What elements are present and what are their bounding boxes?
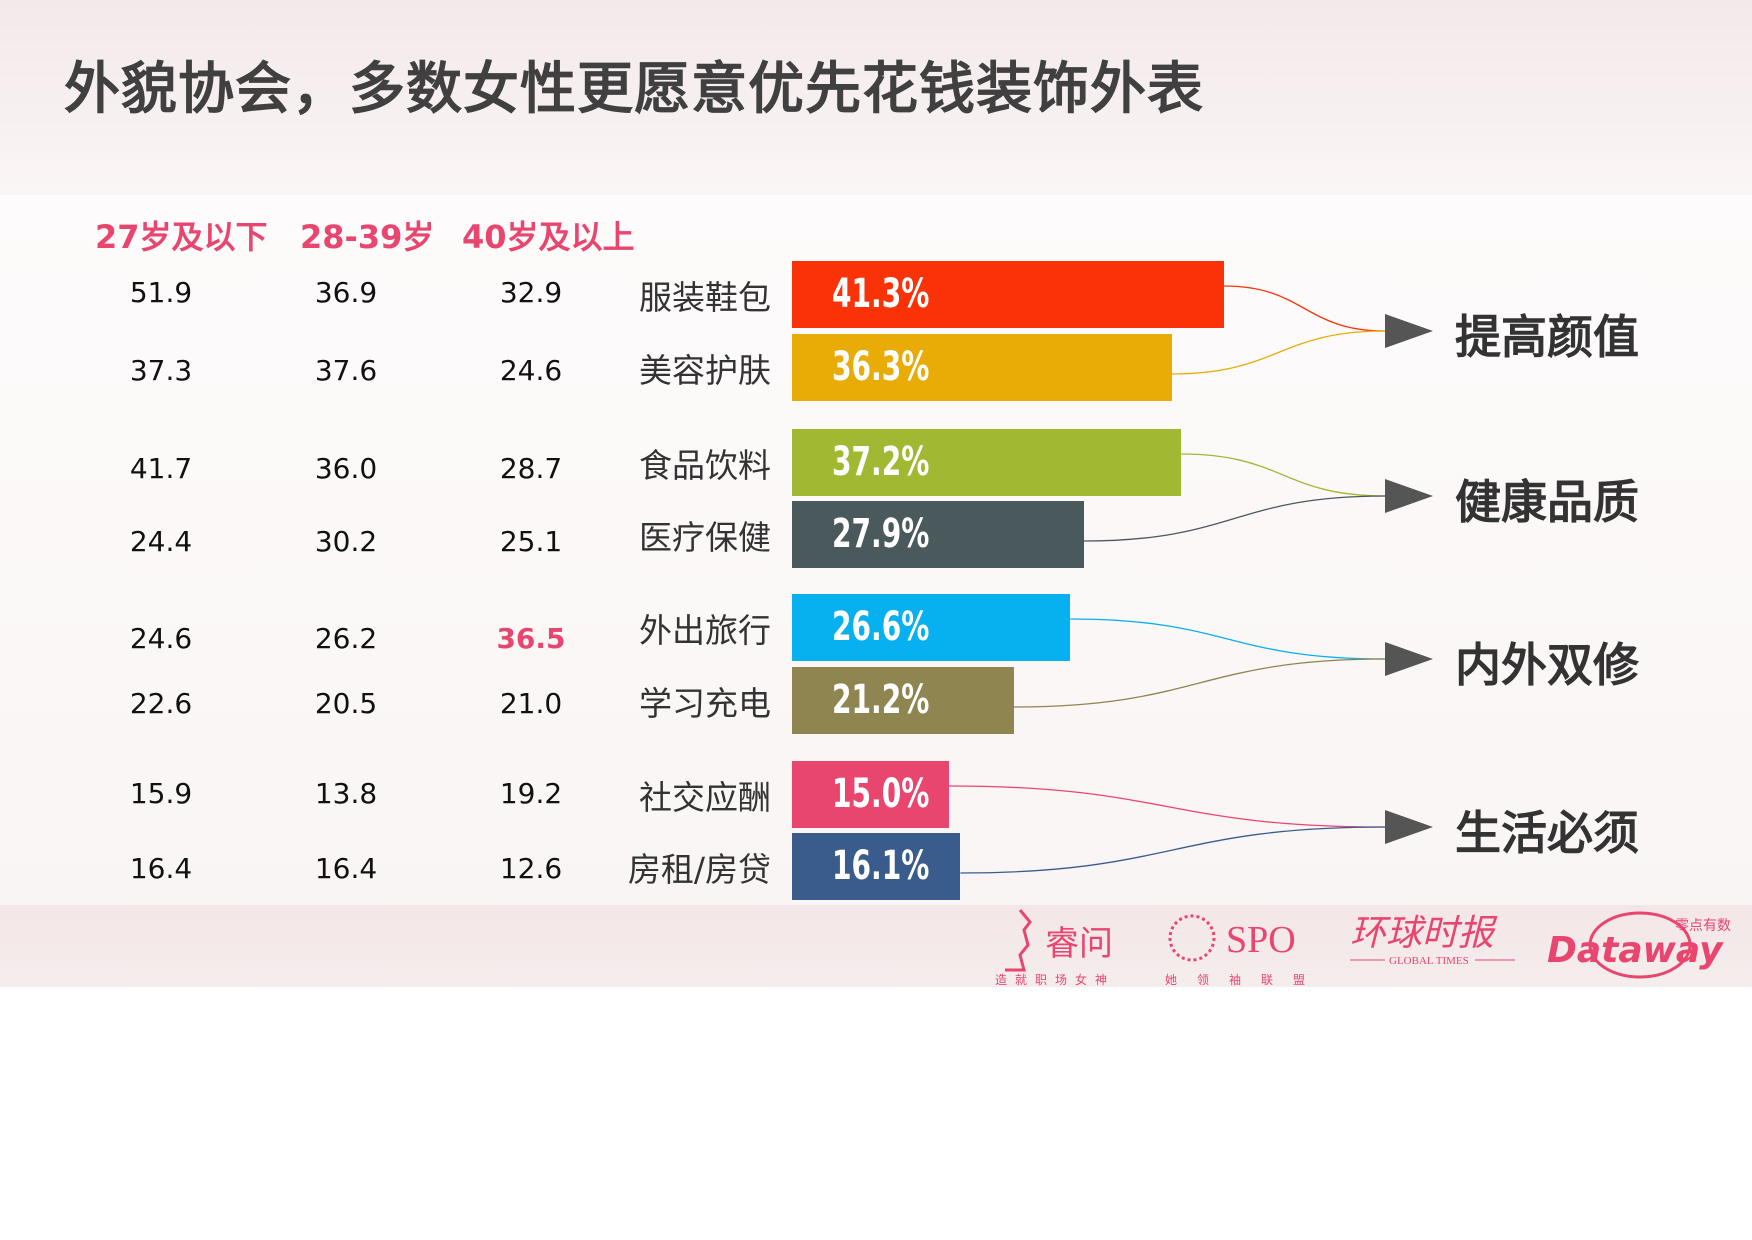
arrow-icon [1385, 810, 1433, 844]
bar-value-label: 41.3% [832, 271, 930, 317]
age-value-cell: 21.0 [499, 687, 563, 720]
connector-line [1083, 495, 1386, 542]
category-label: 服装鞋包 [639, 278, 771, 317]
age-value-cell: 28.7 [499, 452, 563, 485]
bar: 41.3% [792, 261, 1224, 328]
column-header-age-27-below: 27岁及以下 [95, 218, 268, 256]
logo-dataway-sub: 零点有数 [1675, 918, 1731, 934]
bar: 21.2% [792, 667, 1014, 734]
bar-value-label: 27.9% [832, 511, 930, 557]
column-header-age-28-39: 28-39岁 [300, 218, 435, 256]
age-value-cell: 12.6 [499, 852, 563, 885]
connector-line [1223, 285, 1386, 332]
age-value-cell: 26.2 [314, 622, 378, 655]
bar: 27.9% [792, 501, 1084, 568]
age-value-cell: 24.4 [129, 525, 193, 558]
connector-line [1070, 618, 1386, 660]
logo-ruiwen-tagline: 造就职场女神 [995, 972, 1115, 987]
arrow-icon [1385, 479, 1433, 513]
group-label: 提高颜值 [1455, 310, 1639, 364]
bar-value-label: 15.0% [832, 771, 930, 817]
age-value-cell: 24.6 [499, 354, 563, 387]
logo-spo-tagline: 她领袖联盟 [1165, 972, 1310, 987]
page-title: 外貌协会，多数女性更愿意优先花钱装饰外表 [64, 57, 1204, 122]
age-value-cell: 13.8 [314, 777, 378, 810]
category-label: 食品饮料 [639, 446, 771, 485]
age-value-cell: 36.9 [314, 276, 378, 309]
age-value-cell: 20.5 [314, 687, 378, 720]
age-value-cell: 36.0 [314, 452, 378, 485]
age-value-cell: 16.4 [314, 852, 378, 885]
logo-global-times-text: 环球时报 [1350, 913, 1498, 954]
logo-global-times-sub: GLOBAL TIMES [1389, 955, 1469, 967]
bar-value-label: 26.6% [832, 604, 930, 650]
age-value-cell: 51.9 [129, 276, 193, 309]
logo-ruiwen-text: 睿问 [1045, 924, 1113, 964]
age-value-cell: 37.6 [314, 354, 378, 387]
age-value-cell: 37.3 [129, 354, 193, 387]
category-label: 外出旅行 [639, 611, 771, 650]
connector-line [1013, 658, 1386, 708]
logo-spo-text: SPO [1226, 919, 1296, 961]
group-label: 生活必须 [1455, 806, 1639, 860]
connector-line [948, 785, 1386, 828]
arrow-icon [1385, 642, 1433, 676]
logo-dataway-text: Dataway [1547, 930, 1724, 971]
bar-value-label: 16.1% [832, 843, 930, 889]
category-label: 美容护肤 [639, 351, 771, 390]
bar-value-label: 37.2% [832, 439, 930, 485]
age-value-cell: 22.6 [129, 687, 193, 720]
age-value-cell: 30.2 [314, 525, 378, 558]
bar: 16.1% [792, 833, 961, 900]
connector-line [1181, 453, 1386, 497]
category-label: 社交应酬 [639, 778, 771, 817]
age-value-cell: 24.6 [129, 622, 193, 655]
header-band [0, 0, 1752, 195]
group-label: 健康品质 [1455, 475, 1639, 529]
logo-spo: SPO 她领袖联盟 [1160, 900, 1310, 990]
arrow-icon [1385, 314, 1433, 348]
age-value-cell: 41.7 [129, 452, 193, 485]
bar: 36.3% [792, 334, 1172, 401]
logo-ruiwen: 睿问 造就职场女神 [990, 900, 1130, 990]
connector-line [1171, 330, 1386, 375]
bar-value-label: 36.3% [832, 344, 930, 390]
age-value-cell: 32.9 [499, 276, 563, 309]
category-label: 医疗保健 [639, 518, 771, 557]
age-value-cell: 15.9 [129, 777, 193, 810]
age-value-cell: 19.2 [499, 777, 563, 810]
category-label: 房租/房贷 [627, 850, 771, 889]
column-header-age-40-above: 40岁及以上 [462, 218, 635, 256]
age-value-cell: 16.4 [129, 852, 193, 885]
group-label: 内外双修 [1455, 638, 1639, 692]
age-value-cell: 36.5 [496, 622, 566, 655]
footer-band [0, 905, 1752, 987]
bar-value-label: 21.2% [832, 677, 930, 723]
logo-dataway: Dataway 零点有数 [1545, 900, 1745, 990]
age-value-cell: 25.1 [499, 525, 563, 558]
bar: 15.0% [792, 761, 949, 828]
logo-global-times: 环球时报 GLOBAL TIMES [1345, 900, 1520, 990]
bar: 26.6% [792, 594, 1071, 661]
connector-line [960, 826, 1386, 874]
bar: 37.2% [792, 429, 1182, 496]
category-label: 学习充电 [639, 684, 771, 723]
